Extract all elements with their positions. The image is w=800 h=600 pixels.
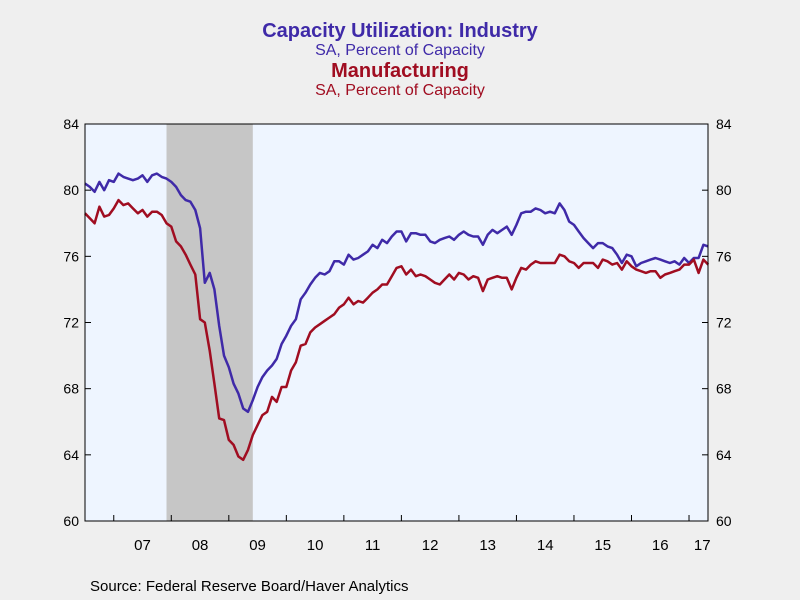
x-tick-label: 12 (422, 537, 439, 554)
x-tick-label: 16 (652, 537, 669, 554)
y-tick-label-left: 60 (63, 513, 79, 529)
x-tick-label: 14 (537, 537, 554, 554)
y-tick-label-right: 72 (716, 315, 732, 331)
y-tick-label-left: 76 (63, 248, 79, 264)
y-tick-label-right: 64 (716, 447, 732, 463)
subtitle-manufacturing: SA, Percent of Capacity (315, 82, 485, 99)
title-manufacturing: Manufacturing (331, 60, 469, 82)
x-axis-labels: 07 08 09 10 11 12 13 14 15 16 17 (134, 537, 710, 554)
x-tick-label: 11 (365, 537, 381, 554)
subtitle-industry: SA, Percent of Capacity (315, 42, 485, 59)
x-tick-label: 09 (249, 537, 266, 554)
y-tick-label-right: 68 (716, 381, 732, 397)
plot-frame (84, 123, 709, 522)
right-axis-labels: 60 64 68 72 76 80 84 (716, 116, 732, 529)
y-tick-label-left: 84 (63, 116, 79, 132)
y-tick-label-left: 68 (63, 381, 79, 397)
x-tick-label: 08 (192, 537, 209, 554)
series-lines (84, 172, 710, 462)
title-industry: Capacity Utilization: Industry (262, 20, 538, 42)
y-tick-label-left: 64 (63, 447, 79, 463)
series-line-manufacturing (84, 198, 710, 462)
recession-shading (166, 124, 253, 521)
y-tick-label-left: 72 (63, 315, 79, 331)
y-tick-label-right: 80 (716, 182, 732, 198)
x-tick-label: 13 (479, 537, 496, 554)
chart-titles: Capacity Utilization: Industry SA, Perce… (0, 20, 800, 100)
x-tick-label: 17 (694, 537, 711, 554)
y-tick-label-right: 76 (716, 248, 732, 264)
source-note: Source: Federal Reserve Board/Haver Anal… (90, 578, 409, 595)
y-tick-label-left: 80 (63, 182, 79, 198)
x-tick-label: 10 (307, 537, 324, 554)
y-tick-label-right: 84 (716, 116, 732, 132)
series-line-industry (84, 172, 709, 414)
x-tick-label: 15 (594, 537, 611, 554)
left-axis-labels: 60 64 68 72 76 80 84 (63, 116, 79, 529)
y-tick-label-right: 60 (716, 513, 732, 529)
x-tick-label: 07 (134, 537, 151, 554)
x-axis-ticks (113, 515, 690, 521)
